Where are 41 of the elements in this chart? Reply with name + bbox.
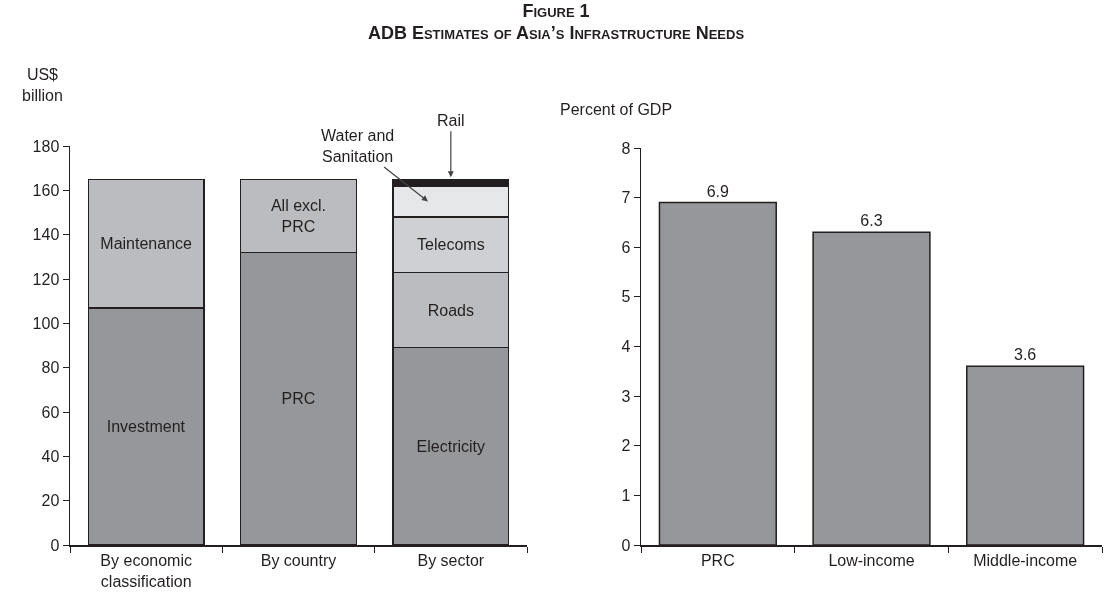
y-axis-title: Percent of GDP — [560, 101, 673, 118]
series-label: PRC — [281, 390, 316, 408]
x-tick-label: Middle-income — [973, 551, 1078, 569]
y-tick-label: 1 — [621, 486, 631, 504]
y-tick-label: 100 — [32, 314, 60, 332]
series-label: Telecoms — [417, 236, 485, 254]
series-label: Water and Sanitation — [321, 127, 395, 165]
text: Rail — [437, 112, 465, 129]
y-tick-label: 6 — [621, 238, 631, 256]
x-tick-label: By economic classification — [100, 551, 192, 590]
y-tick-label: 20 — [41, 492, 60, 510]
y-tick-label: 80 — [41, 359, 60, 377]
y-tick-label: 0 — [50, 536, 60, 554]
series-label: All excl. PRC — [270, 196, 327, 235]
series-label: Investment — [106, 417, 186, 435]
y-tick-label: 60 — [41, 403, 60, 421]
y-tick-label: 8 — [621, 139, 631, 157]
y-tick-label: 120 — [32, 270, 60, 288]
y-tick-label: 2 — [621, 437, 631, 455]
series-label: Maintenance — [100, 235, 193, 253]
y-axis-title: US$ billion — [22, 66, 63, 104]
data-label: 6.9 — [706, 182, 730, 200]
y-tick-label: 140 — [32, 226, 60, 244]
data-label: 3.6 — [1013, 346, 1037, 364]
x-tick-label: Low-income — [828, 551, 915, 569]
y-tick-label: 4 — [621, 338, 631, 356]
y-tick-label: 40 — [41, 447, 60, 465]
y-tick-label: 7 — [621, 189, 631, 207]
x-tick-label: By sector — [417, 551, 485, 569]
chart-subtitle: ADB Estimates of Asia’s Infrastructure Needs — [366, 22, 746, 44]
y-tick-label: 180 — [32, 137, 60, 155]
series-label: Electricity — [416, 437, 486, 455]
x-tick-label: PRC — [700, 551, 735, 569]
x-tick-label: By country — [260, 551, 337, 569]
data-label: 6.3 — [860, 212, 883, 230]
y-tick-label: 0 — [621, 536, 631, 554]
y-tick-label: 5 — [621, 288, 631, 306]
chart-title: Figure 1 — [521, 0, 591, 22]
y-tick-label: 3 — [621, 387, 631, 405]
series-label: Roads — [427, 301, 474, 319]
y-tick-label: 160 — [32, 181, 60, 199]
